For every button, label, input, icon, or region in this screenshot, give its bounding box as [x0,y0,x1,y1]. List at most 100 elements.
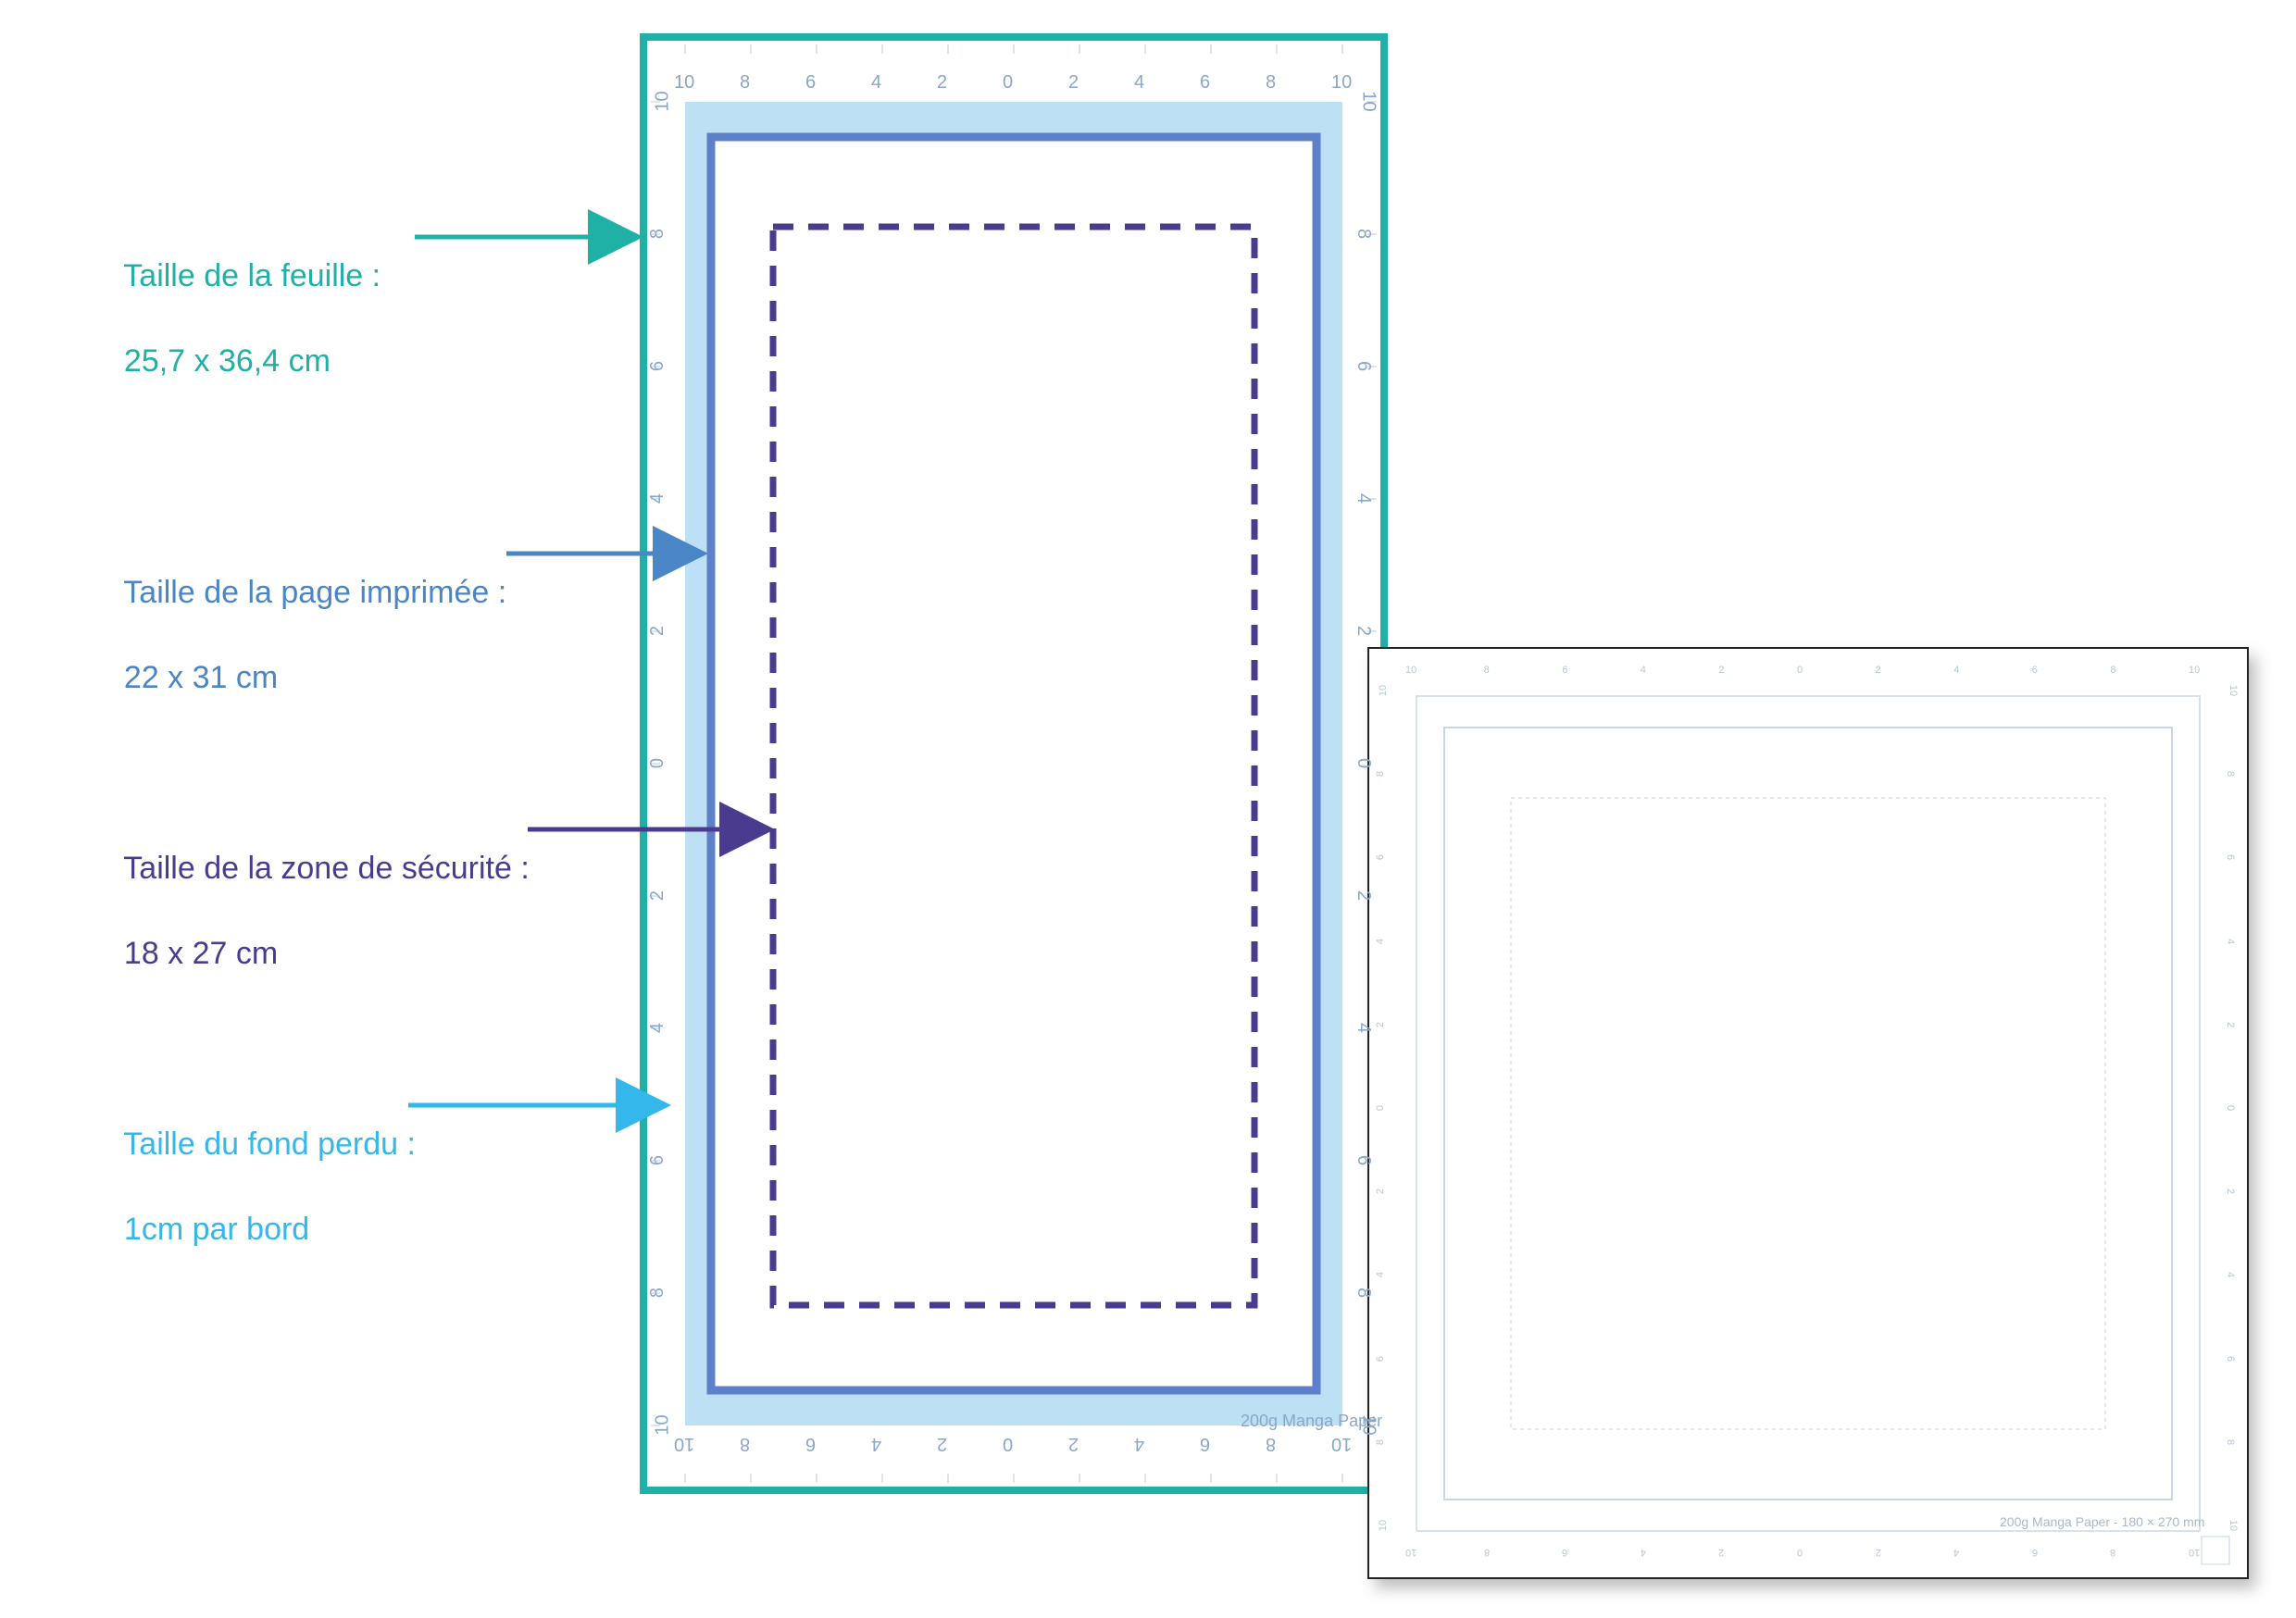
truler-right-n1: 8 [2225,771,2236,777]
ruler-top-n6: 2 [1068,72,1079,93]
ruler-right-n5: 0 [1353,758,1374,768]
truler-left-n4: 2 [1375,1022,1386,1027]
ruler-bottom-n6: 2 [1068,1433,1079,1454]
ruler-left-n4: 2 [647,626,668,636]
truler-left-n7: 4 [1375,1272,1386,1277]
ruler-top-n10: 10 [1331,72,1352,93]
truler-top-n5: 0 [1797,665,1803,676]
ruler-right-n4: 2 [1353,626,1374,636]
truler-bottom-n4: 2 [1718,1547,1724,1558]
truler-top-n3: 4 [1641,665,1646,676]
label-safe-line1: Taille de la zone de sécurité : [123,851,529,886]
ruler-bottom-n4: 2 [937,1433,947,1454]
truler-right-n10: 10 [2227,1520,2239,1531]
ruler-left-n10: 10 [653,1414,674,1435]
label-sheet-size: Taille de la feuille : 25,7 x 36,4 cm [106,213,381,383]
main-footer-text: 200g Manga Paper [1241,1412,1382,1431]
page-rect [711,137,1316,1390]
label-sheet-line2: 25,7 x 36,4 cm [124,343,331,379]
truler-left-n1: 8 [1375,771,1386,777]
ruler-right-n1: 8 [1353,229,1374,239]
label-safe-size: Taille de la zone de sécurité : 18 x 27 … [106,805,530,976]
truler-right-n7: 4 [2225,1272,2236,1277]
ruler-top-n8: 6 [1200,72,1210,93]
ruler-right-n0: 10 [1358,91,1379,111]
ruler-bottom-n1: 8 [740,1433,750,1454]
label-bleed-size: Taille du fond perdu : 1cm par bord [106,1081,416,1251]
truler-left-n10: 10 [1378,1520,1389,1531]
ruler-left-n2: 6 [647,361,668,371]
ruler-top-n4: 2 [937,72,947,93]
label-page-line2: 22 x 31 cm [124,660,278,695]
truler-top-n2: 6 [1562,665,1567,676]
ruler-left-n9: 8 [647,1288,668,1298]
ruler-top-n1: 8 [740,72,750,93]
truler-right-n9: 8 [2225,1439,2236,1445]
truler-left-n5: 0 [1375,1105,1386,1111]
truler-right-n3: 4 [2225,939,2236,944]
label-bleed-line2: 1cm par bord [124,1212,309,1247]
ruler-bottom-n8: 6 [1200,1433,1210,1454]
ruler-bottom-n3: 4 [871,1433,881,1454]
truler-right-n2: 6 [2225,854,2236,860]
truler-right-n6: 2 [2225,1189,2236,1194]
truler-bottom-n5: 0 [1797,1547,1803,1558]
thumb-footer-text: 200g Manga Paper - 180 × 270 mm [2000,1514,2204,1529]
truler-right-n4: 2 [2225,1022,2236,1027]
truler-top-n7: 4 [1953,665,1959,676]
ruler-right-n9: 8 [1353,1288,1374,1298]
ruler-bottom-n7: 4 [1134,1433,1144,1454]
ruler-left-n5: 0 [647,758,668,768]
ruler-left-n6: 2 [647,890,668,901]
truler-bottom-n1: 8 [1484,1547,1490,1558]
truler-bottom-n3: 4 [1641,1547,1646,1558]
truler-bottom-n9: 8 [2110,1547,2115,1558]
truler-top-n1: 8 [1484,665,1490,676]
ruler-top-n2: 6 [805,72,816,93]
truler-right-n0: 10 [2227,685,2239,696]
truler-right-n5: 0 [2225,1105,2236,1111]
truler-bottom-n7: 4 [1953,1547,1959,1558]
label-safe-line2: 18 x 27 cm [124,936,278,971]
ruler-left-n8: 6 [647,1155,668,1165]
ruler-right-n3: 4 [1353,493,1374,504]
ruler-bottom-n5: 0 [1003,1433,1013,1454]
ruler-bottom-n10: 10 [1331,1433,1352,1454]
ruler-left-n7: 4 [647,1023,668,1033]
ruler-top-n9: 8 [1266,72,1276,93]
ruler-top-n3: 4 [871,72,881,93]
ruler-left-n1: 8 [647,229,668,239]
truler-left-n6: 2 [1375,1189,1386,1194]
ruler-right-n8: 6 [1353,1155,1374,1165]
ruler-right-n2: 6 [1353,361,1374,371]
ruler-right-n7: 4 [1353,1023,1374,1033]
ruler-bottom-n0: 10 [674,1433,694,1454]
truler-top-n4: 2 [1718,665,1724,676]
truler-left-n9: 8 [1375,1439,1386,1445]
truler-bottom-n0: 10 [1405,1547,1416,1558]
truler-bottom-n6: 2 [1876,1547,1881,1558]
truler-right-n8: 6 [2225,1356,2236,1362]
truler-left-n0: 10 [1378,685,1389,696]
ruler-top-n0: 10 [674,72,694,93]
ruler-right-n6: 2 [1353,890,1374,901]
truler-top-n9: 8 [2110,665,2115,676]
main-sheet-group [643,37,1384,1490]
thumb-outer [1368,648,2248,1578]
truler-left-n2: 6 [1375,854,1386,860]
truler-bottom-n2: 6 [1562,1547,1567,1558]
thumbnail-group [1368,648,2248,1578]
label-sheet-line1: Taille de la feuille : [123,258,381,293]
truler-top-n0: 10 [1405,665,1416,676]
truler-left-n3: 4 [1375,939,1386,944]
ruler-bottom-n2: 6 [805,1433,816,1454]
truler-top-n6: 2 [1876,665,1881,676]
ruler-left-n0: 10 [653,91,674,111]
truler-bottom-n10: 10 [2189,1547,2200,1558]
truler-bottom-n8: 6 [2032,1547,2038,1558]
truler-top-n8: 6 [2032,665,2038,676]
ruler-top-n5: 0 [1003,72,1013,93]
ruler-bottom-n9: 8 [1266,1433,1276,1454]
label-page-line1: Taille de la page imprimée : [123,575,506,610]
label-page-size: Taille de la page imprimée : 22 x 31 cm [106,529,506,700]
